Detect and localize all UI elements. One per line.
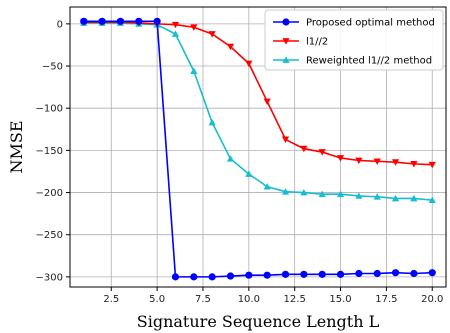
y-tick-label: −100: [36, 104, 63, 115]
axis-ticks: 2.5 5.0 7.5 10.0 12.5 15.0 17.5 20.0 0 −50 −100 −15…: [36, 19, 444, 305]
data-point: [373, 193, 381, 200]
data-point: [373, 158, 381, 165]
x-axis-label: Signature Sequence Length L: [137, 312, 380, 331]
data-point: [391, 269, 400, 277]
data-point: [226, 43, 235, 51]
data-point: [171, 273, 180, 281]
x-tick-label: 17.5: [375, 294, 397, 305]
data-point: [263, 98, 271, 106]
data-point: [208, 31, 216, 38]
data-point: [336, 270, 345, 278]
data-point: [336, 190, 345, 198]
data-point: [263, 271, 271, 279]
series-layer: [80, 17, 436, 281]
data-point: [391, 194, 400, 202]
data-point: [300, 270, 308, 278]
legend-swatch-marker: [282, 38, 290, 45]
data-point: [171, 30, 180, 37]
data-point: [80, 17, 88, 25]
data-point: [135, 17, 143, 25]
data-point: [318, 149, 326, 156]
data-point: [245, 60, 253, 68]
data-point: [428, 161, 436, 169]
data-point: [208, 273, 216, 281]
legend-label: Proposed optimal method: [306, 18, 435, 29]
data-point: [245, 271, 253, 279]
legend-label: l1//2: [306, 37, 328, 48]
data-point: [245, 170, 253, 177]
data-point: [410, 269, 418, 278]
x-tick-label: 20.0: [421, 294, 443, 305]
data-point: [190, 67, 198, 74]
x-tick-label: 7.5: [195, 294, 211, 305]
data-point: [410, 194, 418, 202]
data-point: [263, 183, 271, 190]
y-tick-label: −50: [42, 62, 63, 73]
legend-label: Reweighted l1//2 method: [306, 56, 432, 67]
data-point: [355, 192, 363, 199]
data-point: [300, 145, 308, 153]
legend-box: [264, 9, 444, 71]
data-point: [190, 24, 198, 31]
legend-item: Reweighted l1//2 method: [273, 56, 432, 67]
data-point: [391, 159, 400, 166]
legend-swatch-marker: [282, 18, 290, 26]
data-point: [281, 136, 290, 144]
legend-item: l1//2: [273, 37, 328, 48]
y-tick-label: 0: [57, 19, 63, 30]
y-tick-label: −250: [36, 230, 63, 241]
data-point: [226, 272, 235, 280]
data-point: [318, 270, 326, 278]
y-tick-label: −150: [36, 146, 63, 157]
y-tick-label: −200: [36, 188, 63, 199]
x-tick-label: 12.5: [284, 294, 306, 305]
y-tick-label: −300: [36, 272, 63, 283]
legend-item: Proposed optimal method: [273, 18, 435, 29]
data-point: [355, 157, 363, 165]
series-0: [80, 17, 436, 281]
legend: Proposed optimal method l1//2 Reweighted l…: [264, 9, 444, 71]
data-point: [171, 21, 180, 29]
x-tick-label: 10.0: [238, 294, 260, 305]
x-tick-label: 2.5: [103, 294, 119, 305]
data-point: [428, 196, 436, 204]
data-point: [336, 155, 345, 162]
x-tick-label: 5.0: [149, 294, 165, 305]
data-point: [428, 269, 436, 277]
data-point: [355, 269, 363, 278]
data-point: [410, 160, 418, 168]
data-point: [190, 273, 198, 281]
plot-frame: [69, 6, 447, 288]
data-point: [116, 17, 125, 25]
data-point: [300, 188, 308, 196]
data-point: [281, 270, 290, 278]
data-point: [153, 17, 161, 25]
y-axis-label: NMSE: [7, 120, 26, 173]
data-point: [98, 17, 106, 25]
x-tick-label: 15.0: [329, 294, 351, 305]
data-point: [318, 190, 326, 198]
series-line: [83, 22, 433, 201]
data-point: [373, 269, 381, 278]
data-point: [281, 188, 290, 195]
legend-swatch-marker: [282, 56, 290, 63]
data-point: [226, 155, 235, 162]
data-point: [208, 118, 216, 126]
